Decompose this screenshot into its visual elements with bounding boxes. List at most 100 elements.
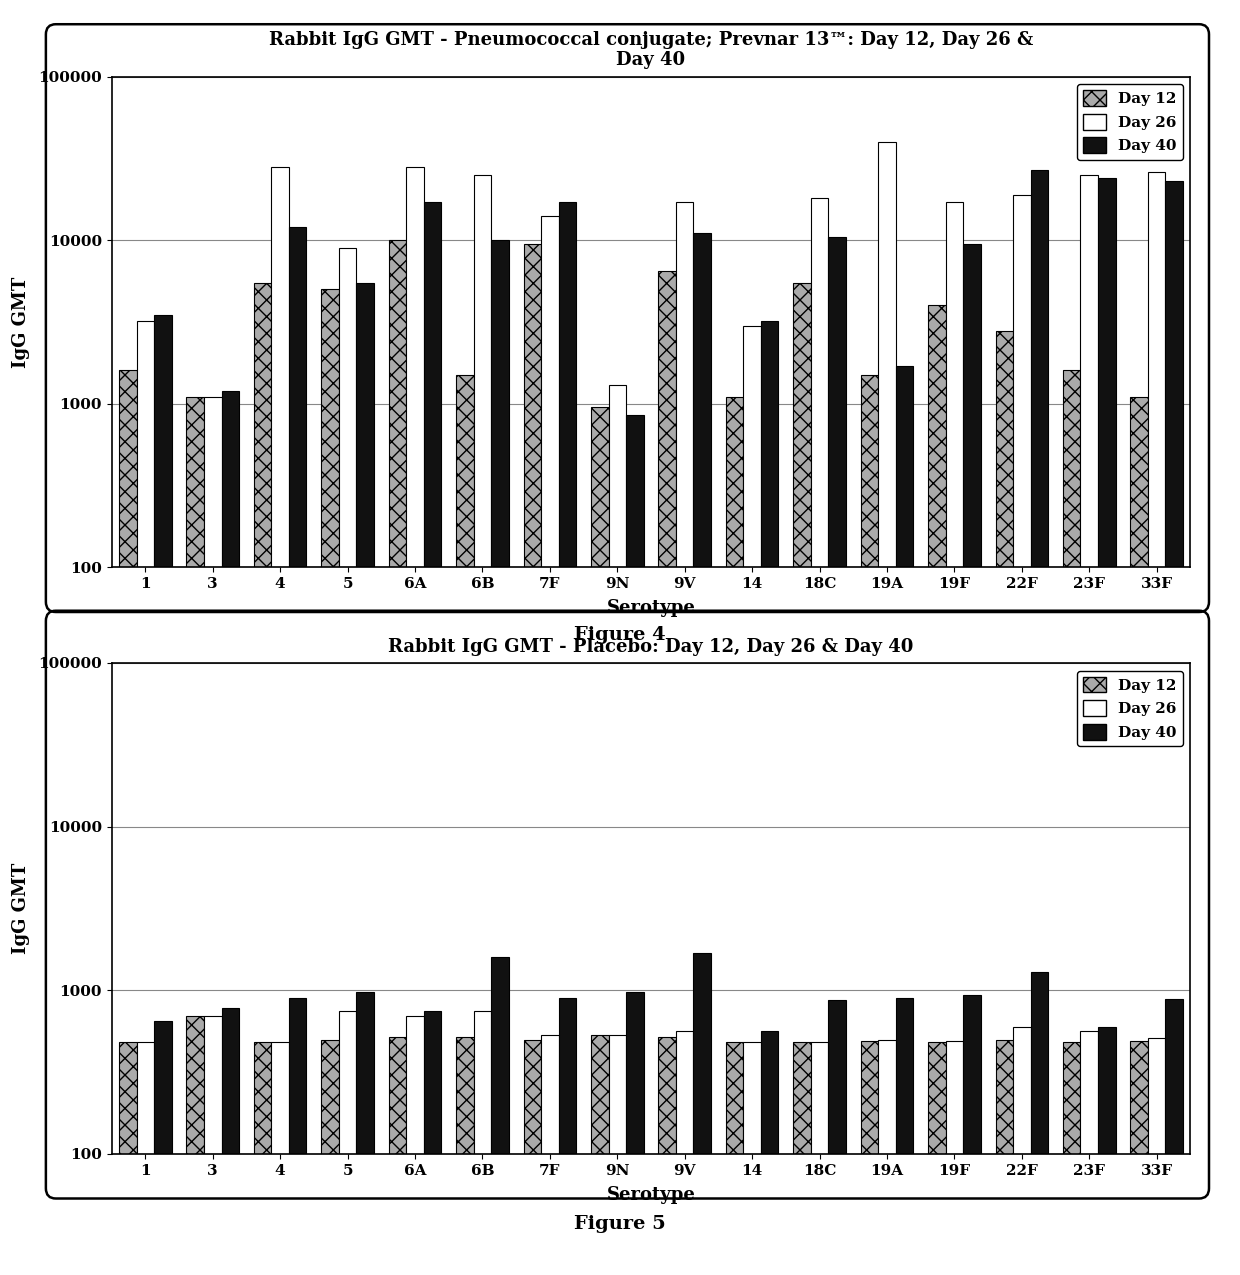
Bar (1099, 1026, 1116, 1275)
Bar (388, 240, 407, 1275)
Bar (1030, 170, 1048, 1275)
Bar (154, 1021, 171, 1275)
Bar (963, 996, 981, 1275)
Bar (491, 956, 508, 1275)
Bar (1013, 1026, 1030, 1275)
Title: Rabbit IgG GMT - Pneumococcal conjugate; Prevnar 13™: Day 12, Day 26 &
Day 40: Rabbit IgG GMT - Pneumococcal conjugate;… (269, 31, 1033, 69)
Bar (272, 167, 289, 1275)
Legend: Day 12, Day 26, Day 40: Day 12, Day 26, Day 40 (1076, 671, 1183, 746)
Bar (356, 992, 374, 1275)
Bar (1080, 1031, 1099, 1275)
Bar (321, 289, 339, 1275)
Bar (254, 283, 272, 1275)
Title: Rabbit IgG GMT - Placebo: Day 12, Day 26 & Day 40: Rabbit IgG GMT - Placebo: Day 12, Day 26… (388, 638, 914, 655)
Text: Figure 4: Figure 4 (574, 626, 666, 644)
Bar (559, 998, 577, 1275)
Bar (1148, 1038, 1166, 1275)
Bar (289, 998, 306, 1275)
Bar (203, 1016, 222, 1275)
Bar (794, 283, 811, 1275)
Bar (676, 203, 693, 1275)
Bar (963, 244, 981, 1275)
Bar (725, 397, 743, 1275)
Bar (474, 175, 491, 1275)
Bar (676, 1031, 693, 1275)
Bar (626, 992, 644, 1275)
Bar (861, 1040, 878, 1275)
Bar (761, 1031, 779, 1275)
Bar (456, 375, 474, 1275)
Bar (186, 1016, 203, 1275)
Bar (272, 1043, 289, 1275)
Bar (761, 321, 779, 1275)
X-axis label: Serotype: Serotype (606, 599, 696, 617)
Bar (658, 1037, 676, 1275)
Bar (339, 247, 356, 1275)
Bar (1099, 179, 1116, 1275)
Bar (1166, 1000, 1183, 1275)
Text: Figure 5: Figure 5 (574, 1215, 666, 1233)
Bar (407, 1016, 424, 1275)
Bar (289, 227, 306, 1275)
Bar (523, 244, 541, 1275)
Bar (559, 203, 577, 1275)
Bar (895, 366, 914, 1275)
Bar (1013, 195, 1030, 1275)
Bar (693, 233, 711, 1275)
Bar (996, 330, 1013, 1275)
Bar (1166, 181, 1183, 1275)
Bar (1080, 175, 1099, 1275)
Bar (474, 1011, 491, 1275)
Bar (222, 1009, 239, 1275)
Bar (119, 1043, 136, 1275)
Bar (136, 1043, 154, 1275)
Bar (254, 1043, 272, 1275)
Y-axis label: IgG GMT: IgG GMT (12, 277, 30, 367)
Bar (424, 1011, 441, 1275)
X-axis label: Serotype: Serotype (606, 1186, 696, 1204)
Bar (356, 283, 374, 1275)
Bar (1063, 370, 1080, 1275)
Bar (203, 397, 222, 1275)
Bar (186, 397, 203, 1275)
Bar (743, 325, 761, 1275)
Bar (811, 1043, 828, 1275)
Bar (154, 315, 171, 1275)
Bar (523, 1039, 541, 1275)
Bar (491, 240, 508, 1275)
Bar (658, 270, 676, 1275)
Bar (609, 1035, 626, 1275)
Bar (828, 1000, 846, 1275)
Bar (388, 1037, 407, 1275)
Bar (456, 1037, 474, 1275)
Bar (996, 1039, 1013, 1275)
Bar (541, 217, 559, 1275)
Bar (136, 321, 154, 1275)
Bar (119, 370, 136, 1275)
Bar (541, 1035, 559, 1275)
Bar (946, 1040, 963, 1275)
Bar (609, 385, 626, 1275)
Bar (1131, 1040, 1148, 1275)
Bar (861, 375, 878, 1275)
Bar (1148, 172, 1166, 1275)
Bar (743, 1043, 761, 1275)
Bar (1030, 972, 1048, 1275)
Bar (591, 1035, 609, 1275)
Bar (339, 1011, 356, 1275)
Bar (811, 199, 828, 1275)
Bar (222, 391, 239, 1275)
Bar (794, 1043, 811, 1275)
Bar (928, 305, 946, 1275)
Bar (1063, 1043, 1080, 1275)
Bar (626, 416, 644, 1275)
Bar (928, 1043, 946, 1275)
Bar (828, 237, 846, 1275)
Bar (878, 1039, 895, 1275)
Bar (407, 167, 424, 1275)
Bar (725, 1043, 743, 1275)
Bar (591, 408, 609, 1275)
Bar (946, 203, 963, 1275)
Legend: Day 12, Day 26, Day 40: Day 12, Day 26, Day 40 (1076, 84, 1183, 159)
Bar (693, 952, 711, 1275)
